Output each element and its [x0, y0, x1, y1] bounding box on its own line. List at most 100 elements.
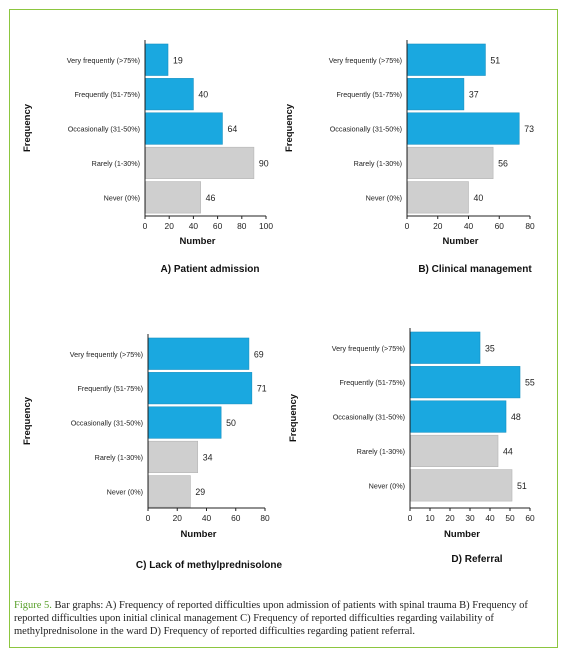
x-axis-label: Number — [444, 529, 480, 540]
category-label: Very frequently (>75%) — [332, 344, 405, 353]
category-label: Very frequently (>75%) — [70, 350, 143, 359]
bar — [145, 78, 194, 111]
chart-panel-b: Very frequently (>75%) 51 Frequently (51-7… — [284, 40, 535, 275]
data-label: 71 — [257, 384, 267, 394]
figure-label: Figure 5. — [14, 600, 52, 611]
x-tick-label: 80 — [260, 513, 270, 523]
y-axis-label: Frequency — [22, 103, 33, 152]
x-tick-label: 40 — [202, 513, 212, 523]
chart-title: D) Referral — [451, 554, 502, 565]
bar — [145, 43, 169, 76]
bar — [148, 475, 191, 508]
category-label: Rarely (1-30%) — [95, 453, 143, 462]
x-tick-label: 10 — [425, 513, 435, 523]
x-tick-label: 0 — [146, 513, 151, 523]
bar — [410, 400, 507, 433]
data-label: 69 — [254, 349, 264, 359]
data-label: 34 — [203, 452, 213, 462]
data-label: 37 — [469, 90, 479, 100]
data-label: 51 — [490, 55, 500, 65]
category-label: Occasionally (31-50%) — [330, 125, 402, 134]
category-label: Never (0%) — [366, 193, 402, 202]
bar — [145, 181, 201, 214]
x-tick-label: 30 — [465, 513, 475, 523]
category-label: Frequently (51-75%) — [77, 384, 143, 393]
x-tick-label: 40 — [485, 513, 495, 523]
x-tick-label: 60 — [213, 221, 223, 231]
bar — [410, 434, 499, 468]
category-label: Rarely (1-30%) — [357, 447, 405, 456]
category-label: Frequently (51-75%) — [74, 90, 140, 99]
x-tick-label: 40 — [189, 221, 199, 231]
category-label: Frequently (51-75%) — [336, 90, 402, 99]
x-tick-label: 100 — [259, 221, 273, 231]
y-axis-label: Frequency — [22, 396, 33, 445]
bar — [407, 181, 469, 214]
x-tick-label: 60 — [525, 513, 535, 523]
data-label: 51 — [517, 481, 527, 491]
data-label: 90 — [259, 158, 269, 168]
bar — [410, 366, 521, 399]
category-label: Very frequently (>75%) — [329, 56, 402, 65]
bar — [148, 440, 199, 474]
bar — [407, 112, 520, 145]
bar — [410, 469, 513, 502]
x-tick-label: 0 — [405, 221, 410, 231]
data-label: 48 — [511, 412, 521, 422]
x-tick-label: 80 — [237, 221, 247, 231]
category-label: Very frequently (>75%) — [67, 56, 140, 65]
bar — [145, 112, 223, 145]
bar — [407, 78, 465, 111]
data-label: 40 — [198, 90, 208, 100]
x-tick-label: 0 — [408, 513, 413, 523]
x-tick-label: 20 — [173, 513, 183, 523]
category-label: Occasionally (31-50%) — [68, 125, 140, 134]
bar — [148, 372, 253, 405]
x-tick-label: 60 — [495, 221, 505, 231]
category-label: Never (0%) — [369, 481, 405, 490]
x-tick-label: 0 — [143, 221, 148, 231]
figure-caption-text: Bar graphs: A) Frequency of reported dif… — [14, 600, 528, 637]
x-tick-label: 80 — [525, 221, 535, 231]
data-label: 55 — [525, 378, 535, 388]
category-label: Occasionally (31-50%) — [333, 413, 405, 422]
data-label: 19 — [173, 55, 183, 65]
x-axis-label: Number — [180, 236, 216, 247]
x-tick-label: 60 — [231, 513, 241, 523]
data-label: 40 — [474, 193, 484, 203]
category-label: Rarely (1-30%) — [92, 159, 140, 168]
chart-panel-a: Very frequently (>75%) 19 Frequently (51-7… — [22, 40, 273, 275]
chart-title: A) Patient admission — [161, 264, 260, 275]
category-label: Rarely (1-30%) — [354, 159, 402, 168]
figure-caption: Figure 5. Bar graphs: A) Frequency of re… — [14, 600, 550, 638]
bar — [407, 146, 494, 179]
chart-panel-d: Very frequently (>75%) 35 Frequently (51-7… — [288, 328, 535, 565]
bar — [410, 331, 481, 364]
data-label: 46 — [206, 193, 216, 203]
category-label: Never (0%) — [107, 487, 143, 496]
chart-title: C) Lack of methylprednisolone — [136, 560, 283, 571]
y-axis-label: Frequency — [284, 103, 295, 152]
category-label: Frequently (51-75%) — [339, 378, 405, 387]
category-label: Never (0%) — [104, 193, 140, 202]
x-axis-label: Number — [181, 529, 217, 540]
chart-title: B) Clinical management — [418, 264, 532, 275]
x-tick-label: 50 — [505, 513, 515, 523]
x-tick-label: 20 — [445, 513, 455, 523]
data-label: 35 — [485, 343, 495, 353]
bar — [407, 43, 486, 76]
bar — [148, 337, 250, 370]
figure-frame — [9, 9, 558, 648]
data-label: 29 — [195, 487, 205, 497]
x-tick-label: 20 — [433, 221, 443, 231]
data-label: 44 — [503, 446, 513, 456]
data-label: 73 — [524, 124, 534, 134]
data-label: 56 — [498, 158, 508, 168]
bar — [145, 146, 255, 179]
data-label: 64 — [227, 124, 237, 134]
x-axis-label: Number — [443, 236, 479, 247]
bar — [148, 406, 222, 439]
chart-panel-c: Very frequently (>75%) 69 Frequently (51-7… — [22, 334, 283, 571]
y-axis-label: Frequency — [288, 393, 299, 442]
